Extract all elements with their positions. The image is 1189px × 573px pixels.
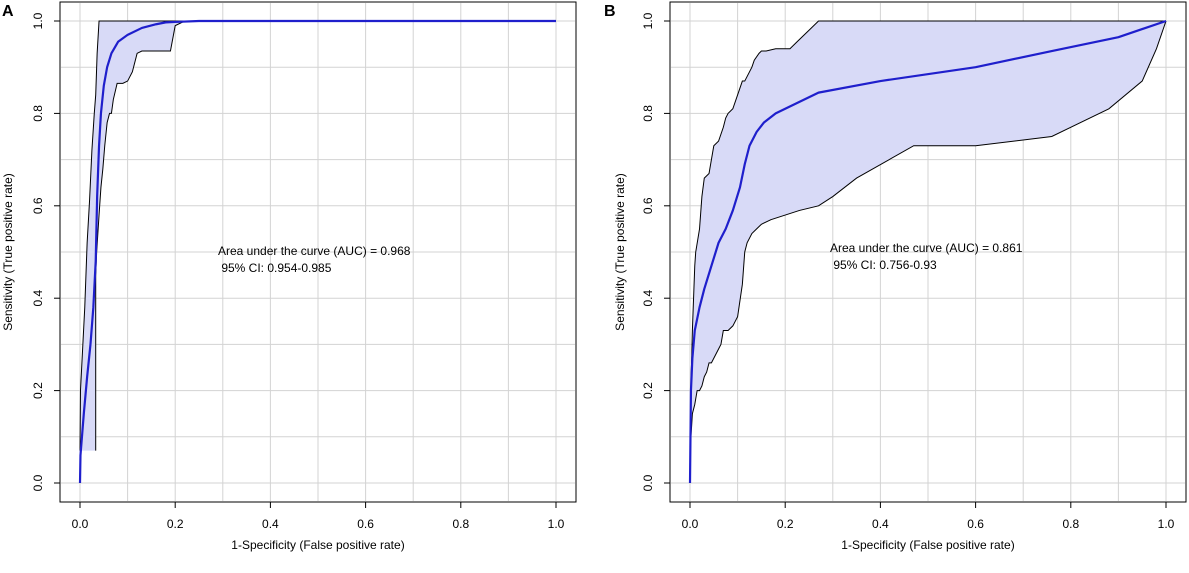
panel-b-y-tick-label-4: 0.8 [641, 105, 655, 122]
panel-b-ci-upper-line [689, 20, 1166, 451]
panel-a-ci-band [79, 20, 556, 451]
panel-b-label: B [604, 3, 616, 20]
panel-a-auc-annotation: Area under the curve (AUC) = 0.968 [218, 244, 411, 258]
panel-a-y-tick-label-2: 0.4 [31, 290, 45, 307]
panel-a-x-tick-label-3: 0.6 [357, 517, 374, 531]
panel-a-x-axis: 0.0 0.2 0.4 0.6 0.8 1.0 [72, 501, 565, 531]
panel-b-x-axis: 0.0 0.2 0.4 0.6 0.8 1.0 [682, 501, 1175, 531]
panel-b-y-tick-label-0: 0.0 [641, 474, 655, 491]
panel-b-y-tick-label-1: 0.2 [641, 382, 655, 399]
panel-b-y-tick-label-3: 0.6 [641, 197, 655, 214]
panel-a-y-axis-label: Sensitivity (True positive rate) [1, 173, 15, 331]
panel-b-roc-line [688, 19, 1167, 484]
panel-a-y-tick-label-1: 0.2 [31, 382, 45, 399]
panel-b-y-axis: 0.0 0.2 0.4 0.6 0.8 1.0 [641, 12, 671, 491]
panel-a-y-tick-label-5: 1.0 [31, 12, 45, 29]
panel-a-y-axis: 0.0 0.2 0.4 0.6 0.8 1.0 [31, 12, 61, 491]
panel-a: A 0.0 0.2 0.4 0.6 0.8 1.0 0.00.20.40.60.81.0 … [1, 1, 577, 552]
panel-b-x-tick-label-4: 0.8 [1062, 517, 1079, 531]
panel-b-x-tick-label-3: 0.6 [967, 517, 984, 531]
panel-b-roc-curve [688, 19, 1167, 484]
panel-b-ci-lower-line [690, 20, 1167, 437]
panel-a-ci-band-area [80, 21, 556, 451]
panel-a-x-axis-label: 1-Specificity (False positive rate) [231, 538, 404, 552]
panel-a-roc-line [78, 19, 556, 484]
panel-a-x-tick-label-0: 0.0 [72, 517, 89, 531]
panel-a-x-tick-label-4: 0.8 [452, 517, 469, 531]
panel-a-grid [61, 3, 575, 501]
panel-b-x-tick-label-0: 0.0 [682, 517, 699, 531]
panel-a-ci-annotation: 95% CI: 0.954-0.985 [218, 261, 332, 275]
panel-b-x-tick-label-2: 0.4 [872, 517, 889, 531]
panel-a-ci-upper-line [79, 20, 556, 451]
panel-b: B 0.0 0.2 0.4 0.6 0.8 1.0 0.00.20.40.60.81.0 … [604, 1, 1187, 552]
panel-b-auc-annotation: Area under the curve (AUC) = 0.861 [830, 241, 1023, 255]
panel-b-y-tick-label-5: 1.0 [641, 12, 655, 29]
panel-a-y-tick-label-0: 0.0 [31, 474, 45, 491]
panel-b-ci-annotation: 95% CI: 0.756-0.93 [830, 258, 937, 272]
panel-b-ci-band [689, 20, 1167, 451]
panel-b-y-axis-label: Sensitivity (True positive rate) [613, 173, 627, 331]
panel-b-x-axis-label: 1-Specificity (False positive rate) [841, 538, 1014, 552]
panel-b-y-tick-label-2: 0.4 [641, 290, 655, 307]
panel-b-ci-band-area [690, 21, 1166, 451]
panel-a-label: A [2, 3, 14, 20]
panel-b-x-tick-label-1: 0.2 [777, 517, 794, 531]
panel-a-x-tick-label-5: 1.0 [548, 517, 565, 531]
panel-a-y-tick-label-3: 0.6 [31, 197, 45, 214]
panel-a-y-tick-label-4: 0.8 [31, 105, 45, 122]
panel-a-x-tick-label-2: 0.4 [262, 517, 279, 531]
panel-b-x-tick-label-5: 1.0 [1158, 517, 1175, 531]
panel-a-ci-lower-line [95, 20, 556, 451]
panel-a-x-tick-label-1: 0.2 [167, 517, 184, 531]
panel-a-roc-curve [78, 19, 556, 484]
